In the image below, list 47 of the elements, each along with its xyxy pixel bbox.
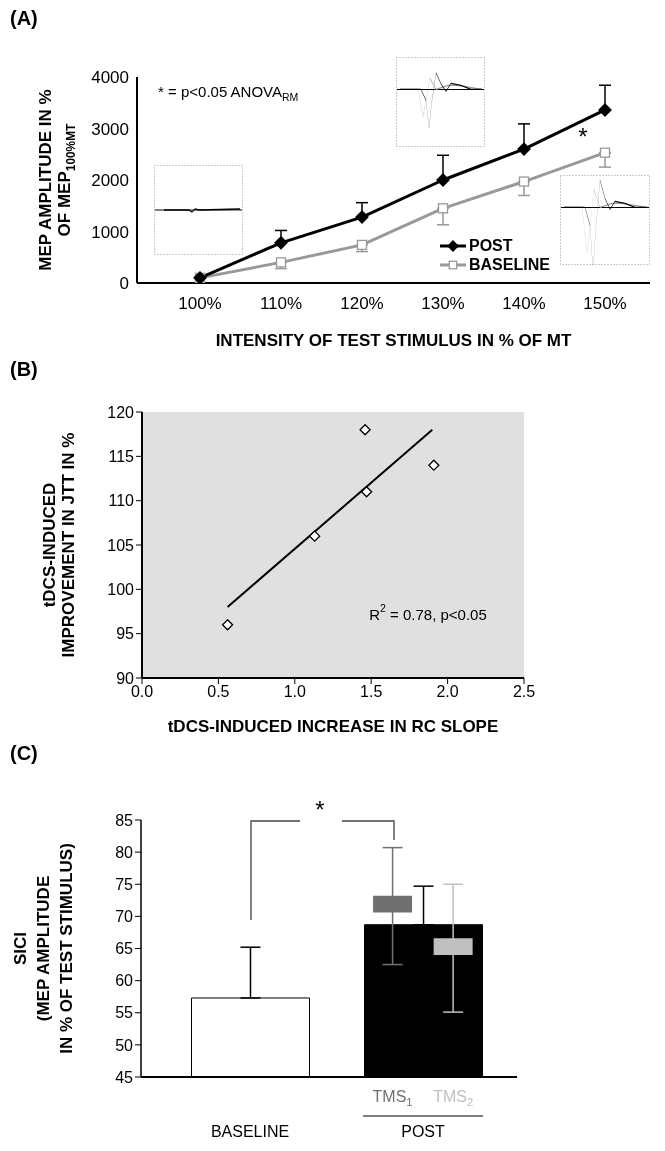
x-tick-label: 2.0: [436, 683, 459, 701]
y-tick-label: 60: [115, 972, 134, 990]
x-tick-label: 100%: [178, 294, 222, 314]
y-tick-label: 80: [115, 843, 134, 861]
x-axis-title: tDCS-INDUCED INCREASE IN RC SLOPE: [167, 716, 499, 736]
y-tick-label: 0: [119, 274, 129, 294]
x-tick-label: 110%: [259, 294, 303, 314]
y-axis-title: SICI (MEP AMPLITUDE IN % OF TEST STIMULUS): [10, 843, 76, 1054]
y-tick-label: 115: [108, 448, 135, 466]
chart-title: (B): [10, 358, 38, 380]
y-tick-label: 3000: [91, 119, 129, 139]
y-tick-label: 55: [115, 1004, 134, 1022]
y-tick-label: 100: [107, 581, 135, 599]
text: TMS$_{1}$: [372, 1087, 413, 1108]
x-tick-label: 150%: [583, 294, 627, 314]
x-tick-label: 120%: [340, 294, 384, 314]
y-tick-label: 1000: [91, 222, 129, 242]
y-axis-title: tDCS-INDUCED IMPROVEMENT IN JTT IN %: [39, 432, 77, 658]
x-tick-label: 130%: [421, 294, 465, 314]
y-tick-label: 75: [115, 875, 134, 893]
x-axis-title: INTENSITY OF TEST STIMULUS IN % OF MT: [215, 330, 572, 350]
x-tick-label: 2.5: [512, 683, 536, 701]
legend-label: BASELINE: [469, 255, 550, 274]
y-tick-label: 45: [115, 1068, 134, 1086]
x-tick-label: 140%: [502, 294, 546, 314]
y-tick-label: 2000: [91, 171, 129, 191]
annotation: *: [578, 122, 588, 150]
y-tick-label: 50: [115, 1036, 134, 1054]
y-tick-label: 95: [116, 625, 135, 643]
annotation: *: [315, 795, 325, 823]
chart-title: (A): [10, 7, 38, 29]
y-tick-label: 110: [108, 492, 135, 510]
x-tick-label: 1.0: [283, 683, 307, 701]
x-tick-label: 0.5: [207, 683, 230, 701]
legend-label: POST: [469, 236, 513, 255]
y-tick-label: 70: [115, 908, 134, 926]
x-tick-label: 1.5: [360, 683, 383, 701]
y-tick-label: 85: [115, 811, 134, 829]
y-tick-label: 120: [107, 403, 135, 421]
x-tick-label: 0.0: [130, 683, 154, 701]
y-tick-label: 4000: [91, 68, 129, 88]
annotation: R$^{2}$ = 0.78, p<0.05: [369, 602, 487, 623]
chart-title: (C): [10, 742, 38, 764]
annotation: * = p<0.05 ANOVA$_{RM}$: [158, 82, 299, 103]
y-tick-label: 65: [115, 940, 134, 958]
y-tick-label: 105: [107, 536, 135, 554]
text: TMS$_{2}$: [433, 1087, 474, 1108]
